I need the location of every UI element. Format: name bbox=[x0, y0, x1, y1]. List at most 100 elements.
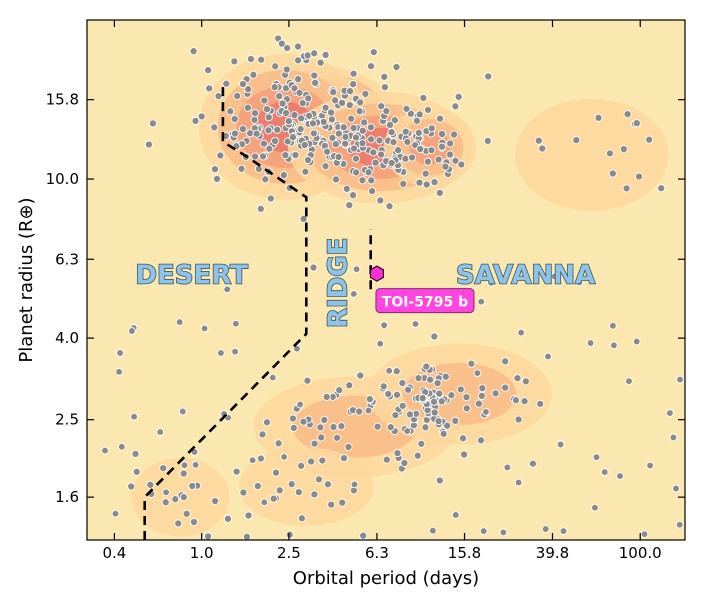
planet-point bbox=[297, 514, 306, 523]
planet-point bbox=[514, 415, 523, 424]
planet-point bbox=[335, 386, 344, 395]
planet-point bbox=[216, 151, 225, 160]
planet-point bbox=[128, 327, 136, 335]
planet-point bbox=[411, 320, 420, 328]
planet-point bbox=[610, 341, 618, 350]
planet-point bbox=[429, 397, 439, 406]
planet-point bbox=[355, 407, 364, 416]
planet-point bbox=[439, 429, 448, 438]
planet-point bbox=[401, 127, 410, 136]
planet-point bbox=[345, 100, 354, 110]
x-tick-label: 0.4 bbox=[102, 544, 126, 562]
toi-5795b-callout bbox=[375, 288, 475, 314]
planet-point bbox=[402, 104, 411, 113]
planet-point bbox=[437, 397, 446, 406]
planet-point bbox=[258, 152, 268, 161]
planet-point bbox=[398, 378, 407, 388]
planet-point bbox=[377, 150, 386, 159]
planet-point bbox=[243, 103, 252, 112]
planet-point bbox=[233, 91, 242, 101]
planet-point bbox=[171, 495, 180, 504]
planet-point bbox=[401, 154, 410, 163]
planet-point bbox=[414, 128, 423, 137]
planet-point bbox=[487, 278, 496, 287]
planet-point bbox=[405, 410, 415, 419]
planet-point bbox=[368, 187, 377, 196]
y-tick-label: 10.0 bbox=[46, 170, 79, 188]
planet-point bbox=[434, 417, 443, 426]
planet-point bbox=[349, 290, 358, 298]
planet-point bbox=[180, 461, 189, 470]
planet-point bbox=[369, 48, 378, 57]
planet-point bbox=[473, 369, 482, 377]
planet-point bbox=[232, 319, 240, 328]
planet-point bbox=[345, 201, 354, 210]
planet-point bbox=[249, 70, 258, 79]
planet-point bbox=[634, 172, 644, 181]
planet-point bbox=[310, 49, 319, 58]
planet-point bbox=[310, 439, 319, 448]
planet-point bbox=[250, 115, 259, 124]
planet-point bbox=[191, 116, 200, 125]
planet-point bbox=[238, 124, 247, 134]
planet-point bbox=[279, 171, 288, 180]
planet-point bbox=[451, 102, 460, 111]
planet-point bbox=[349, 69, 358, 78]
planet-point bbox=[429, 526, 437, 535]
planet-point bbox=[422, 362, 431, 371]
planet-point bbox=[645, 135, 654, 144]
planet-point bbox=[317, 433, 326, 442]
planet-point bbox=[301, 167, 310, 176]
planet-point bbox=[323, 147, 332, 156]
x-axis-title: Orbital period (days) bbox=[293, 568, 479, 589]
y-tick-label: 15.8 bbox=[46, 91, 79, 109]
planet-point bbox=[281, 151, 290, 160]
planet-point bbox=[188, 481, 197, 491]
planet-point bbox=[380, 83, 389, 92]
planet-point bbox=[341, 132, 350, 141]
planet-point bbox=[230, 129, 240, 138]
y-tick-label: 4.0 bbox=[55, 329, 79, 347]
region-label-ridge: RIDGE bbox=[323, 238, 353, 328]
planet-point bbox=[403, 427, 412, 435]
planet-point bbox=[520, 397, 529, 406]
x-tick-label: 39.8 bbox=[536, 544, 569, 562]
density-level-7-0 bbox=[238, 447, 374, 526]
planet-point bbox=[280, 453, 289, 461]
planet-point bbox=[616, 472, 624, 480]
planet-point bbox=[462, 393, 471, 402]
planet-point bbox=[392, 62, 401, 72]
planet-point bbox=[534, 136, 543, 145]
planet-point bbox=[499, 528, 508, 537]
planet-point bbox=[544, 352, 552, 361]
planet-point bbox=[414, 374, 423, 383]
planet-point bbox=[299, 214, 308, 223]
planet-point bbox=[282, 65, 291, 74]
planet-point bbox=[288, 133, 297, 142]
planet-point bbox=[296, 400, 304, 409]
y-tick-label: 6.3 bbox=[55, 250, 79, 268]
planet-point bbox=[294, 488, 303, 497]
planet-point bbox=[299, 417, 308, 426]
planet-point bbox=[572, 136, 581, 145]
planet-point bbox=[479, 527, 488, 535]
planet-point bbox=[367, 176, 376, 185]
planet-point bbox=[191, 461, 200, 469]
y-axis-title: Planet radius (R⊕) bbox=[16, 197, 37, 362]
planet-point bbox=[346, 87, 355, 96]
planet-point bbox=[458, 434, 468, 443]
x-tick-label: 15.8 bbox=[448, 544, 481, 562]
planet-point bbox=[288, 414, 297, 423]
planet-point bbox=[421, 423, 430, 432]
planet-point bbox=[483, 136, 492, 145]
planet-point bbox=[434, 155, 443, 164]
planet-point bbox=[338, 98, 347, 107]
planet-point bbox=[146, 480, 155, 489]
planet-point bbox=[536, 399, 545, 408]
planet-point bbox=[349, 144, 359, 153]
planet-point bbox=[623, 110, 632, 119]
planet-point bbox=[314, 475, 323, 484]
planet-point bbox=[244, 85, 253, 94]
toi-5795b-label: TOI-5795 b bbox=[382, 295, 468, 311]
planet-point bbox=[321, 162, 330, 171]
